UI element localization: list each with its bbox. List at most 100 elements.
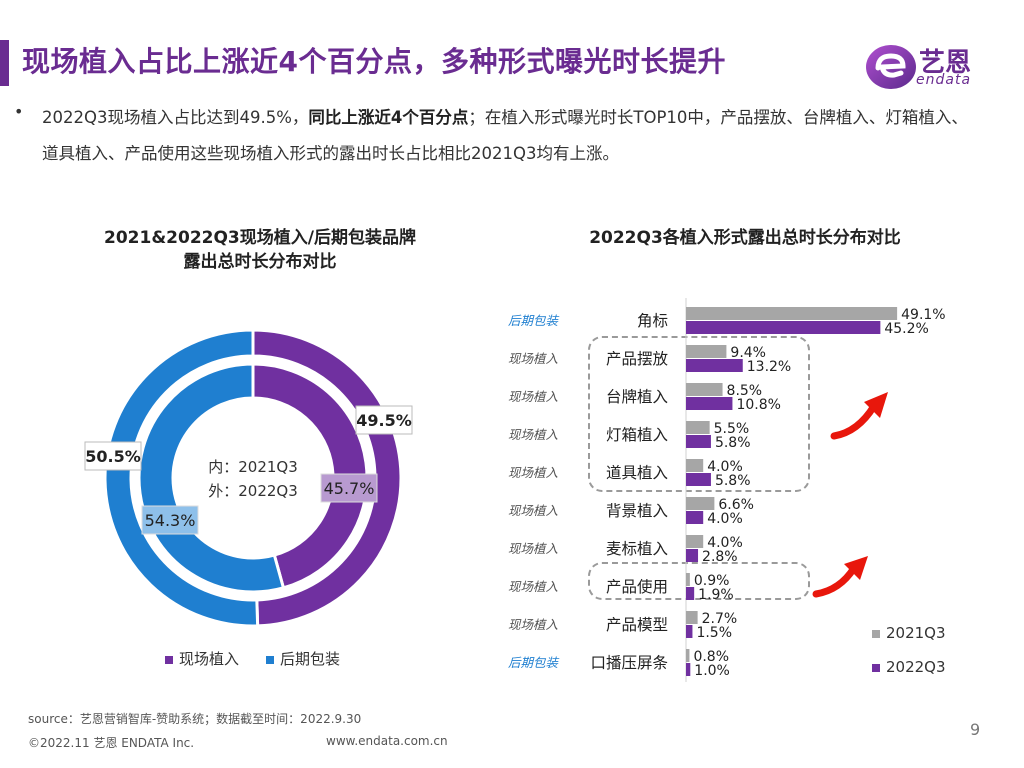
bar-2022Q3-8 [686,625,693,638]
legend-2021q3-swatch [872,629,880,638]
website-link[interactable]: www.endata.com.cn [326,734,448,748]
donut-center-inner-label: 内：2021Q3 [208,458,298,476]
bar-2022Q3-9 [686,663,691,676]
donut-label-box [355,405,413,435]
bar-value-label: 0.8% [693,649,729,665]
bar-value-label: 4.0% [707,535,743,551]
bar-category-label: 麦标植入 [606,540,668,558]
bar-group-label: 现场植入 [508,579,559,594]
bar-2021Q3-6 [686,535,704,548]
bar-2022Q3-6 [686,549,699,562]
bar-2022Q3-3 [686,435,711,448]
legend-2022q3: 2022Q3 [872,658,946,676]
bar-group-label: 现场植入 [508,617,559,632]
bar-2022Q3-4 [686,473,711,486]
bar-value-label: 1.9% [698,587,734,603]
donut-data-label: 54.3% [145,511,196,530]
logo-subtext: endata [916,72,972,88]
summary-post: ；在植入形式曝光时长TOP10中，产品摆放、台牌植入、灯箱植入、道具植入、产品使… [42,108,968,163]
legend-2022q3-swatch [872,663,880,672]
legend-onsite: 现场植入 [165,648,239,669]
bar-2021Q3-7 [686,573,690,586]
bar-category-label: 灯箱植入 [606,426,668,444]
bar-2021Q3-4 [686,459,704,472]
bar-2022Q3-2 [686,397,733,410]
bar-value-label: 2.7% [702,611,738,627]
bar-value-label: 45.2% [884,321,928,337]
donut-inner-slice-0 [251,362,369,590]
red-up-arrow-2 [812,556,868,598]
legend-postprod-label: 后期包装 [280,650,341,668]
title-accent-bar [0,40,9,86]
bar-group-label: 现场植入 [508,427,559,442]
summary-text: 2022Q3现场植入占比达到49.5%，同比上涨近4个百分点；在植入形式曝光时长… [42,100,982,172]
bar-category-label: 产品模型 [606,616,668,634]
bar-category-label: 产品使用 [606,578,668,596]
bar-group-label: 现场植入 [508,389,559,404]
bar-category-label: 道具植入 [606,464,668,482]
bar-value-label: 1.5% [696,625,732,641]
summary-pre: 2022Q3现场植入占比达到49.5%， [42,108,309,127]
bar-value-label: 1.0% [694,663,730,679]
donut-data-label: 45.7% [324,479,375,498]
legend-onsite-swatch [165,655,173,664]
page-number: 9 [970,720,981,739]
logo-text: 艺恩 [919,48,972,78]
copyright: ©2022.11 艺恩 ENDATA Inc. [28,736,195,750]
donut-title-line1: 2021&2022Q3现场植入/后期包装品牌 [104,228,416,248]
red-up-arrow-1 [830,392,888,440]
legend-2021q3-label: 2021Q3 [886,624,946,642]
donut-title-line2: 露出总时长分布对比 [183,252,337,272]
donut-label-box [84,441,142,471]
bar-value-label: 4.0% [707,459,743,475]
bar-value-label: 49.1% [901,307,945,323]
bar-value-label: 4.0% [707,511,743,527]
legend-postprod-swatch [266,655,274,664]
bar-2021Q3-1 [686,345,727,358]
highlight-box-product-use [588,562,810,600]
bar-chart: 后期包装 角标 49.1%45.2%现场植入 产品摆放 9.4%13.2%现场植入 台牌植… [508,298,946,682]
bar-group-label: 现场植入 [508,541,559,556]
bar-group-label: 后期包装 [508,313,560,328]
endata-logo: 艺恩 endata [864,40,1004,92]
source-note: source：艺恩营销智库-赞助系统；数据截至时间：2022.9.30 [28,712,362,726]
donut-chart-title: 2021&2022Q3现场植入/后期包装品牌 露出总时长分布对比 [60,226,460,274]
donut-center-outer-label: 外：2022Q3 [208,482,298,500]
legend-2022q3-label: 2022Q3 [886,658,946,676]
bar-value-label: 9.4% [730,345,766,361]
bar-2021Q3-2 [686,383,723,396]
highlight-box-onsite [588,336,810,492]
bar-value-label: 5.8% [715,473,751,489]
bar-value-label: 5.5% [714,421,750,437]
bar-2022Q3-0 [686,321,881,334]
donut-chart: 49.5% 50.5% 45.7% 54.3% 内：2021Q3 外：2022Q3 [84,328,413,628]
bar-value-label: 8.5% [727,383,763,399]
bar-2021Q3-9 [686,649,690,662]
bar-category-label: 口播压屏条 [590,654,668,672]
bar-2022Q3-1 [686,359,743,372]
bar-category-label: 产品摆放 [606,350,669,368]
bar-value-label: 2.8% [702,549,738,565]
donut-data-label: 50.5% [85,447,141,466]
endata-logo-icon [866,45,916,89]
bar-group-label: 现场植入 [508,503,559,518]
bar-chart-title: 2022Q3各植入形式露出总时长分布对比 [589,228,901,248]
bar-2021Q3-8 [686,611,698,624]
bar-category-label: 台牌植入 [606,388,668,406]
donut-label-box [141,505,199,535]
bar-2021Q3-0 [686,307,898,320]
page-title: 现场植入占比上涨近4个百分点，多种形式曝光时长提升 [22,45,726,78]
legend-2021q3: 2021Q3 [872,624,946,642]
donut-label-box [320,473,378,503]
legend-onsite-label: 现场植入 [179,650,240,668]
bar-value-label: 0.9% [694,573,730,589]
bar-group-label: 现场植入 [508,465,559,480]
legend-postprod: 后期包装 [266,648,340,669]
bar-value-label: 6.6% [718,497,754,513]
bar-2021Q3-3 [686,421,710,434]
bar-value-label: 13.2% [747,359,791,375]
bar-category-label: 背景植入 [606,502,668,520]
summary-bold: 同比上涨近4个百分点 [308,108,469,127]
bar-value-label: 10.8% [736,397,780,413]
bar-2022Q3-5 [686,511,704,524]
